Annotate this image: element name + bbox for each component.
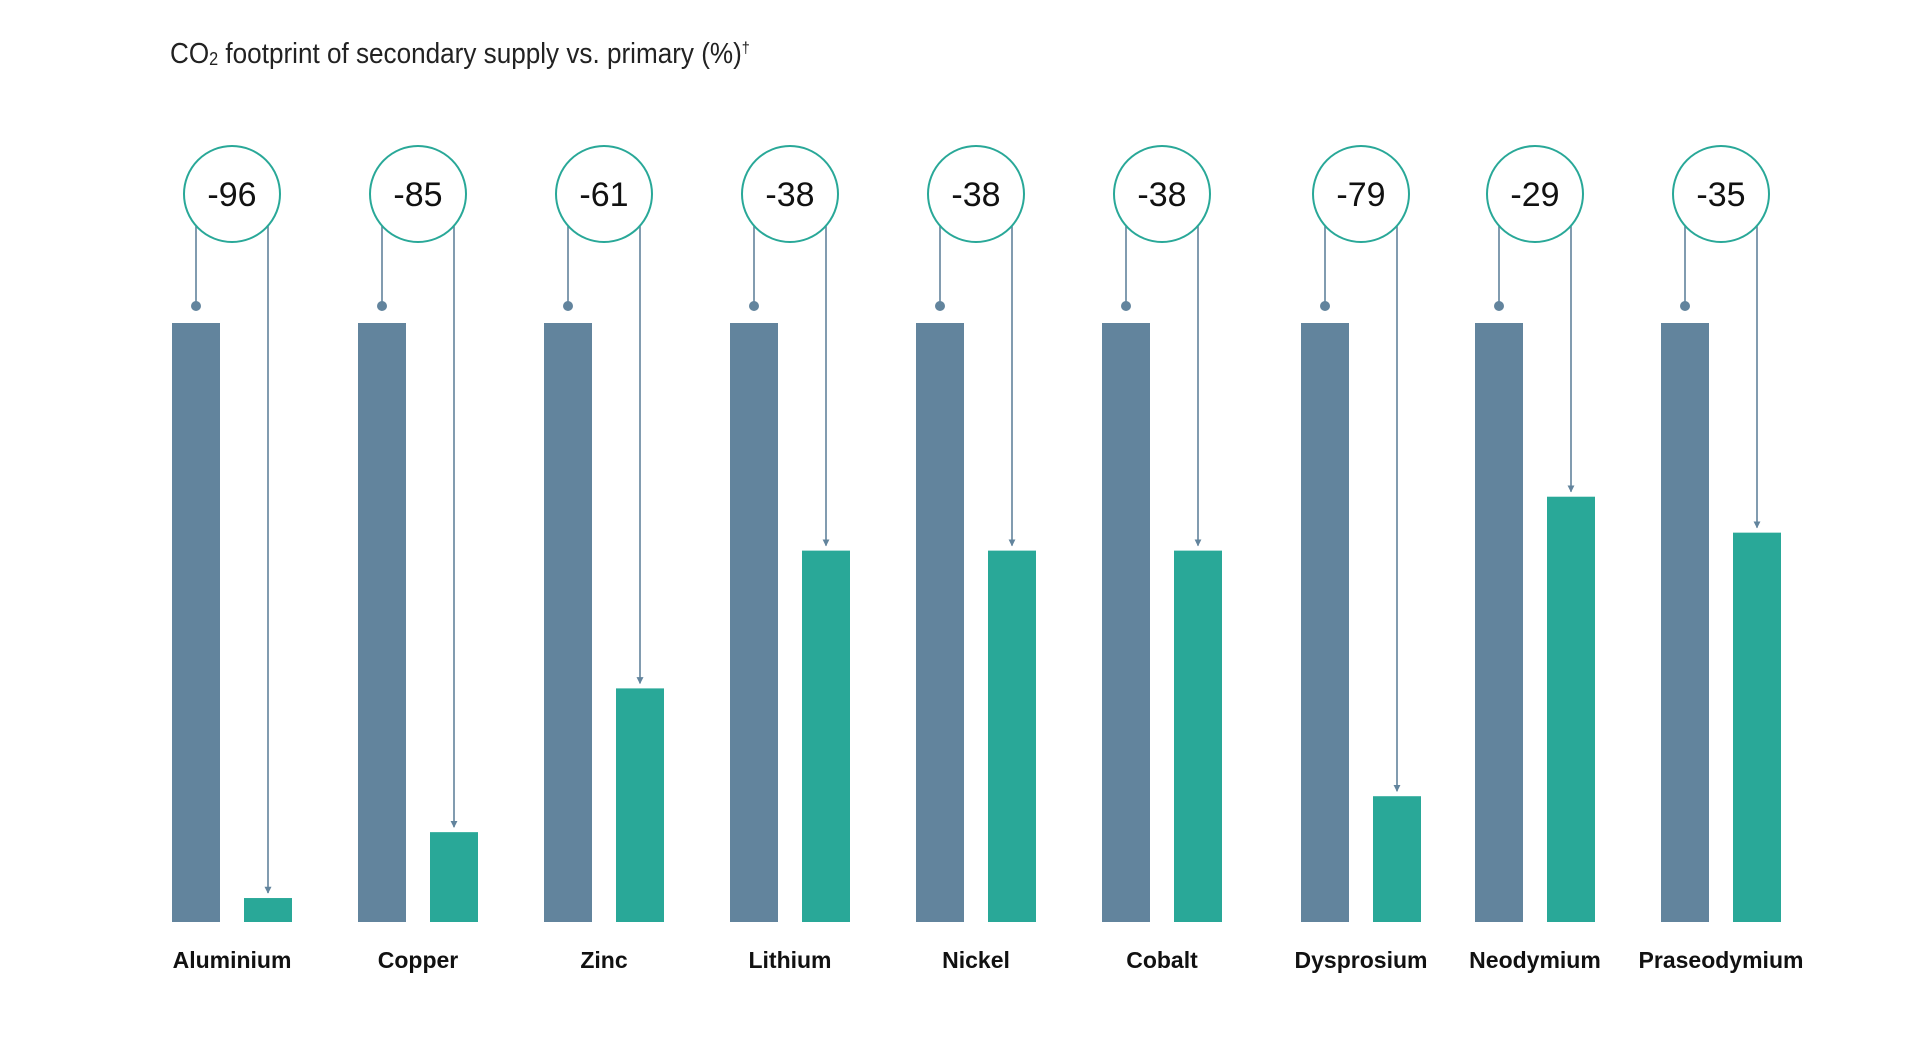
primary-bar (730, 323, 778, 922)
secondary-bar (244, 898, 292, 922)
secondary-bar (1373, 796, 1421, 922)
primary-bar (1102, 323, 1150, 922)
category-label: Praseodymium (1639, 947, 1804, 973)
bar-group-lithium: -38 Lithium (730, 145, 850, 973)
category-label: Zinc (580, 947, 627, 973)
reduction-value: -35 (1696, 176, 1745, 214)
bar-group-neodymium: -29 Neodymium (1469, 145, 1601, 973)
reduction-value: -85 (393, 176, 442, 214)
category-label: Neodymium (1469, 947, 1601, 973)
bar-group-cobalt: -38 Cobalt (1102, 145, 1222, 973)
reduction-circle (369, 145, 467, 243)
reduction-value: -38 (765, 176, 814, 214)
primary-connector-dot (191, 301, 201, 311)
secondary-bar (1733, 532, 1781, 922)
reduction-circle (927, 145, 1025, 243)
primary-connector-dot (1121, 301, 1131, 311)
primary-bar (544, 323, 592, 922)
primary-connector-dot (1680, 301, 1690, 311)
primary-connector-dot (1320, 301, 1330, 311)
category-label: Nickel (942, 947, 1010, 973)
category-label: Copper (378, 947, 459, 973)
primary-bar (916, 323, 964, 922)
primary-connector-dot (935, 301, 945, 311)
secondary-bar (430, 832, 478, 922)
bar-group-aluminium: -96 Aluminium (172, 145, 292, 973)
primary-connector-dot (1494, 301, 1504, 311)
primary-connector-dot (377, 301, 387, 311)
bar-group-copper: -85 Copper (358, 145, 478, 973)
reduction-circle (1312, 145, 1410, 243)
reduction-circle (1486, 145, 1584, 243)
reduction-circle (183, 145, 281, 243)
bar-group-dysprosium: -79 Dysprosium (1295, 145, 1428, 973)
primary-bar (1475, 323, 1523, 922)
reduction-circle (741, 145, 839, 243)
secondary-bar (616, 688, 664, 922)
primary-bar (172, 323, 220, 922)
category-label: Cobalt (1126, 947, 1198, 973)
primary-bar (1301, 323, 1349, 922)
reduction-value: -29 (1510, 176, 1559, 214)
reduction-value: -61 (579, 176, 628, 214)
reduction-value: -38 (1137, 176, 1186, 214)
bar-group-praseodymium: -35 Praseodymium (1639, 145, 1804, 973)
secondary-bar (802, 550, 850, 922)
category-label: Aluminium (173, 947, 292, 973)
reduction-circle (555, 145, 653, 243)
primary-bar (1661, 323, 1709, 922)
primary-connector-dot (749, 301, 759, 311)
secondary-bar (988, 550, 1036, 922)
reduction-circle (1672, 145, 1770, 243)
bar-group-nickel: -38 Nickel (916, 145, 1036, 973)
reduction-circle (1113, 145, 1211, 243)
primary-bar (358, 323, 406, 922)
primary-connector-dot (563, 301, 573, 311)
category-label: Dysprosium (1295, 947, 1428, 973)
secondary-bar (1547, 496, 1595, 922)
secondary-bar (1174, 550, 1222, 922)
chart-title: CO2 footprint of secondary supply vs. pr… (170, 38, 750, 70)
reduction-value: -38 (951, 176, 1000, 214)
bar-group-zinc: -61 Zinc (544, 145, 664, 973)
reduction-value: -79 (1336, 176, 1385, 214)
category-label: Lithium (748, 947, 831, 973)
reduction-value: -96 (207, 176, 256, 214)
